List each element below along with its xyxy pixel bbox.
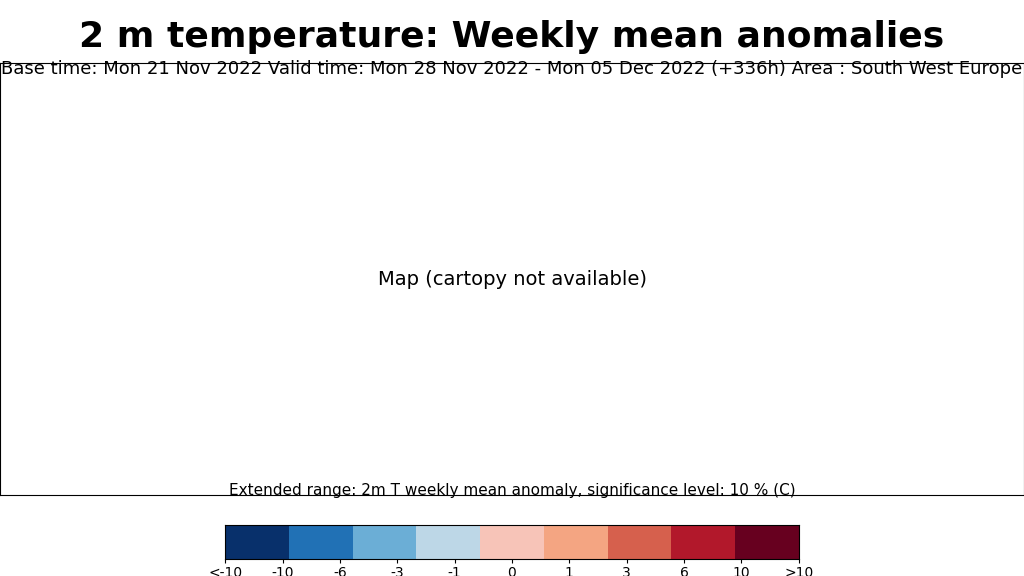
Text: Map (cartopy not available): Map (cartopy not available)	[378, 270, 646, 289]
Text: Extended range: 2m T weekly mean anomaly, significance level: 10 % (C): Extended range: 2m T weekly mean anomaly…	[228, 483, 796, 498]
Text: 2 m temperature: Weekly mean anomalies: 2 m temperature: Weekly mean anomalies	[80, 20, 944, 54]
Text: Base time: Mon 21 Nov 2022 Valid time: Mon 28 Nov 2022 - Mon 05 Dec 2022 (+336h): Base time: Mon 21 Nov 2022 Valid time: M…	[1, 60, 1023, 78]
